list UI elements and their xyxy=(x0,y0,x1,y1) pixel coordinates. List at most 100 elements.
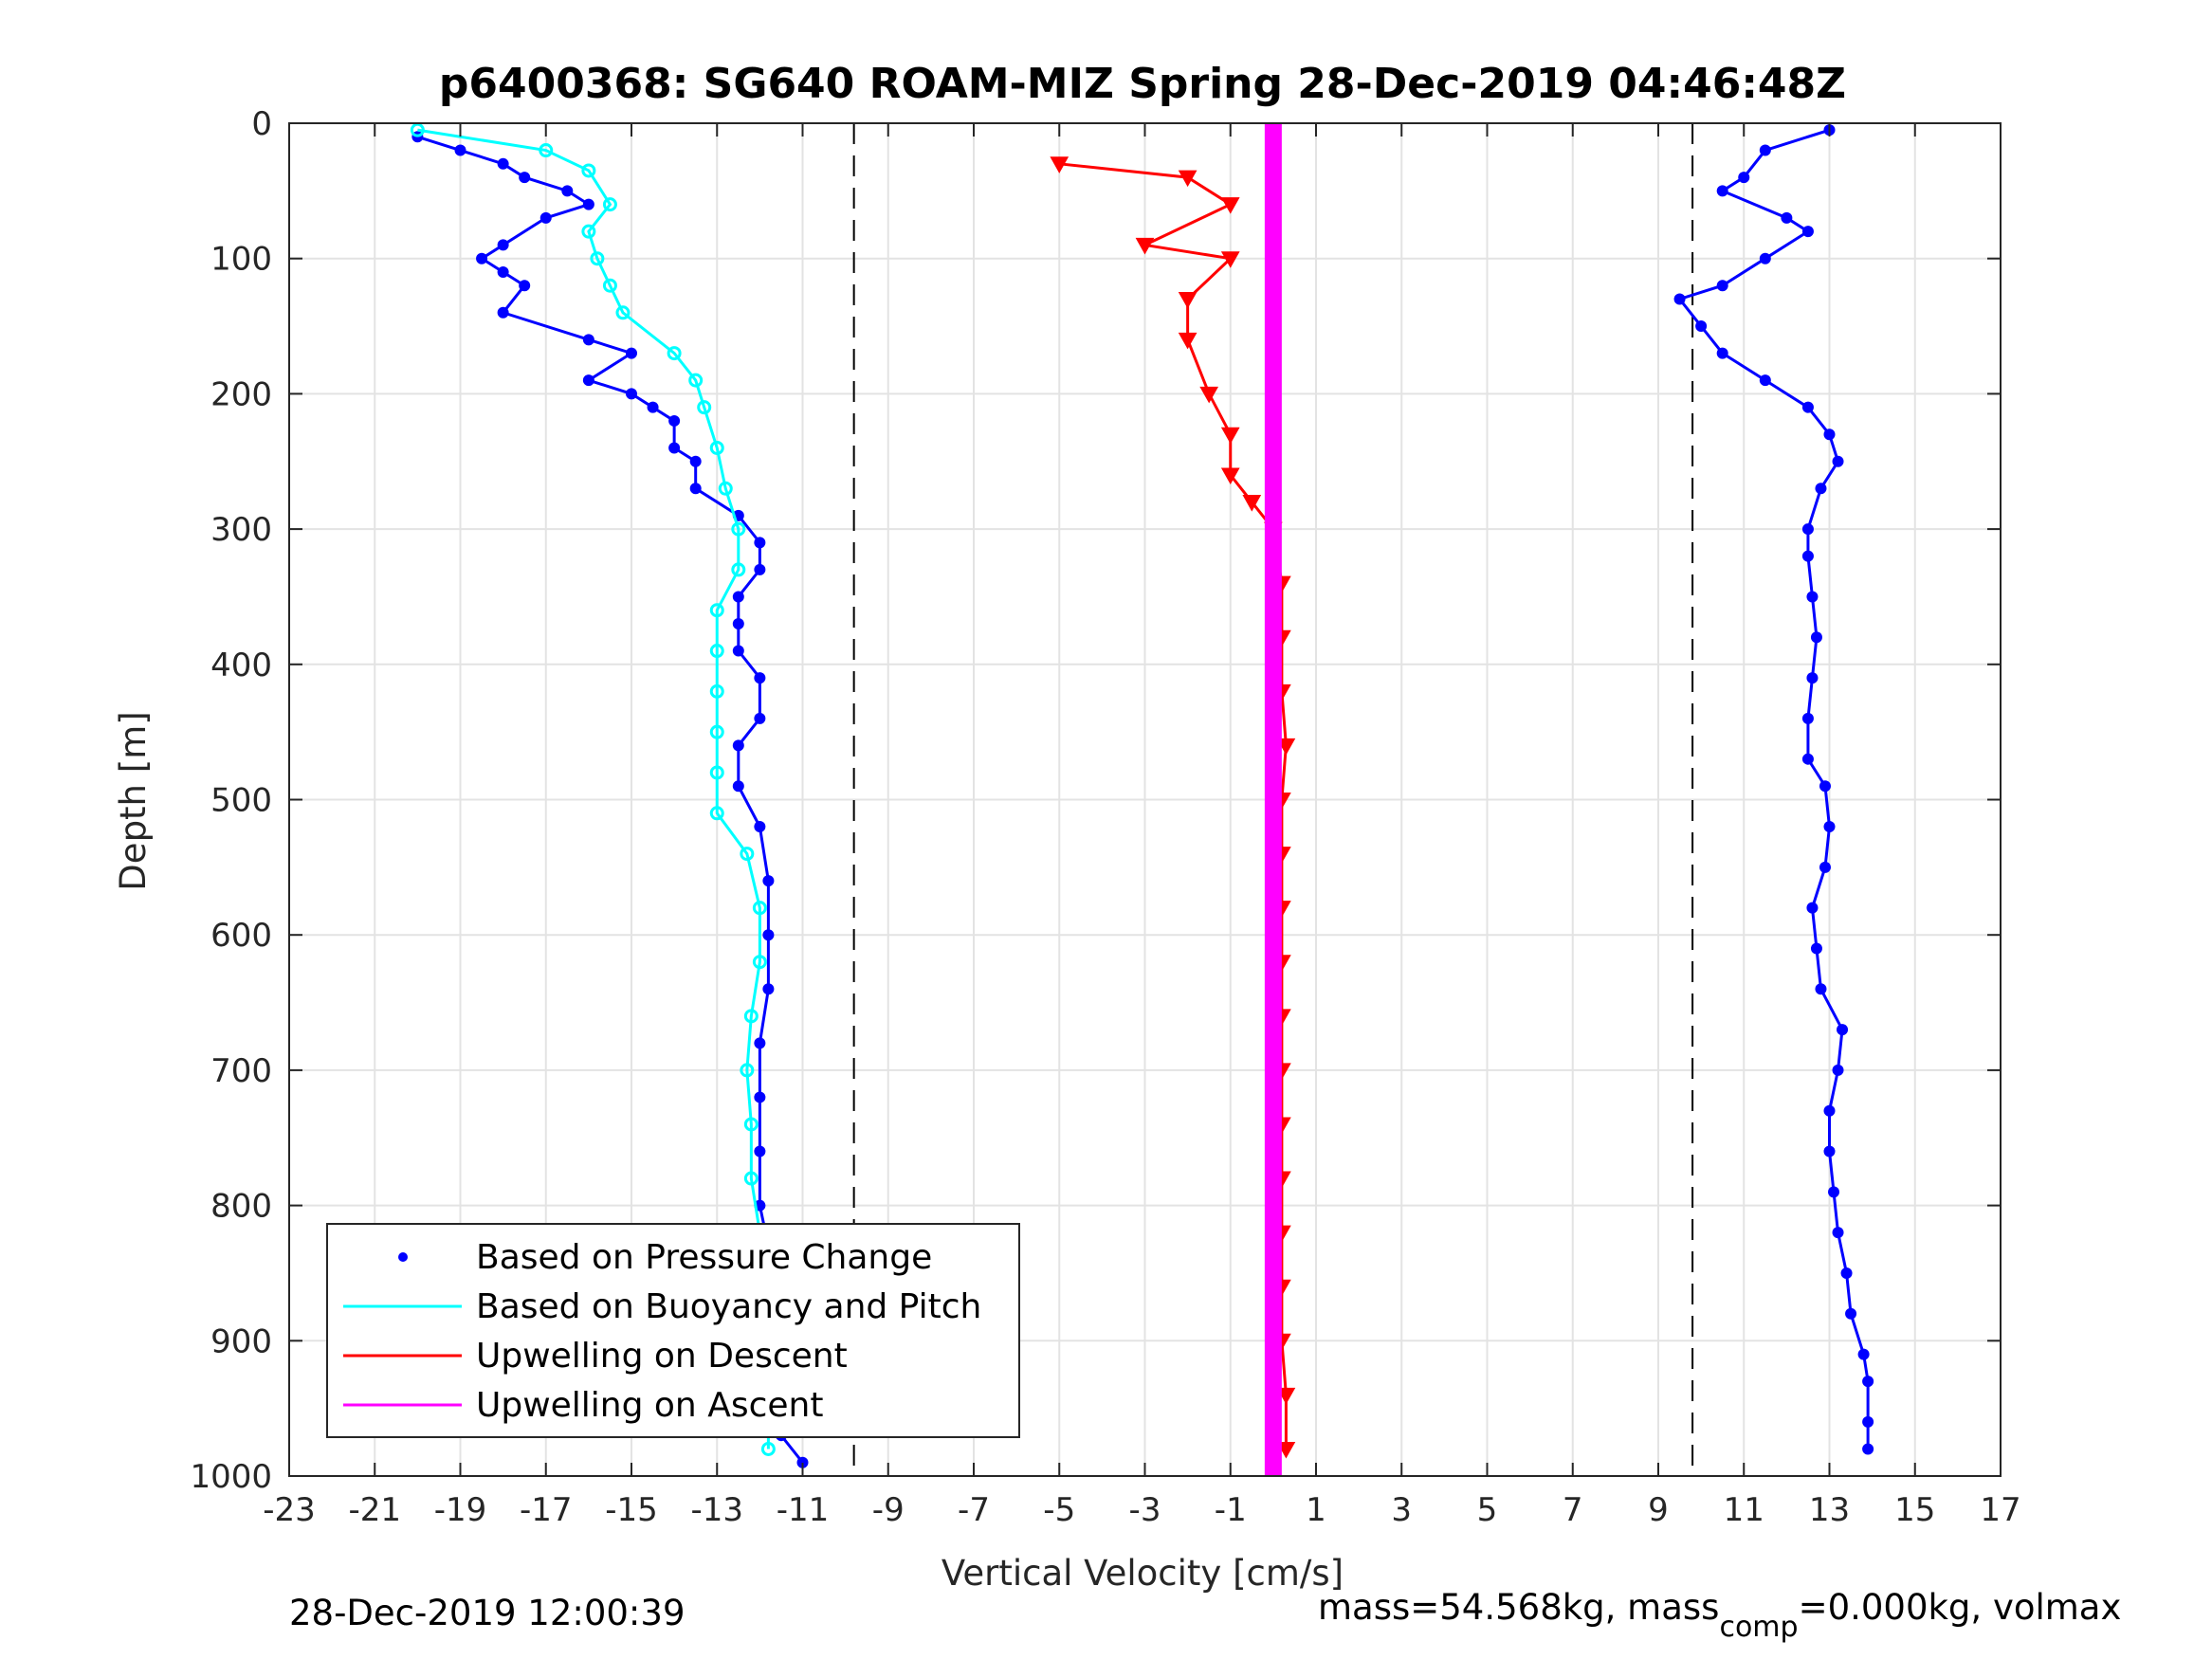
y-tick-label: 800 xyxy=(210,1188,272,1226)
x-tick-label: 15 xyxy=(1894,1491,1935,1529)
series-point xyxy=(668,442,681,454)
legend: Based on Pressure Change Based on Buoyanc… xyxy=(326,1223,1020,1438)
series-point xyxy=(709,644,724,659)
x-tick-label: 3 xyxy=(1391,1491,1412,1529)
series-point xyxy=(740,1063,755,1078)
series-point xyxy=(754,1091,766,1103)
series-point xyxy=(1759,252,1771,264)
y-tick-label: 400 xyxy=(210,647,272,684)
series-point xyxy=(1810,631,1822,644)
series-point xyxy=(796,1456,809,1468)
series-point xyxy=(1220,427,1240,445)
series-point xyxy=(1837,1024,1849,1036)
series-point xyxy=(539,143,554,158)
series-point xyxy=(1050,156,1069,173)
series-point xyxy=(732,645,744,657)
x-tick-label: 17 xyxy=(1980,1491,2020,1529)
series-point xyxy=(1801,712,1814,724)
series-point xyxy=(667,346,682,361)
series-point xyxy=(754,672,766,684)
series-point xyxy=(709,684,724,699)
series-point xyxy=(1801,550,1814,562)
x-tick-label: -9 xyxy=(872,1491,905,1529)
series-point xyxy=(1815,483,1827,495)
x-tick-label: -21 xyxy=(348,1491,401,1529)
series-point xyxy=(762,929,775,941)
series-point xyxy=(762,983,775,995)
y-tick-label: 1000 xyxy=(190,1458,272,1496)
legend-label: Based on Buoyancy and Pitch xyxy=(476,1287,981,1326)
x-tick-label: 13 xyxy=(1809,1491,1850,1529)
series-point xyxy=(1801,401,1814,413)
x-tick-labels: -23 -21 -19 -17 -15 -13 -11 -9 -7 -5 -3 -1 1 3 5 7 9 11 13… xyxy=(263,1491,2020,1529)
x-tick-label: -5 xyxy=(1043,1491,1075,1529)
x-tick-label: -15 xyxy=(605,1491,658,1529)
series-point xyxy=(689,455,702,467)
legend-item: Based on Buoyancy and Pitch xyxy=(343,1287,981,1326)
legend-marker xyxy=(398,1252,408,1262)
series-point xyxy=(1801,523,1814,536)
series-point xyxy=(476,252,488,264)
series-point xyxy=(754,821,766,833)
series-point xyxy=(497,239,509,251)
x-tick-label: 9 xyxy=(1648,1491,1669,1529)
series-point xyxy=(519,280,531,292)
series-point xyxy=(626,388,637,400)
series-point xyxy=(760,1441,776,1456)
x-axis-label: Vertical Velocity [cm/s] xyxy=(941,1553,1344,1594)
legend-box xyxy=(326,1223,1020,1438)
x-tick-label: -23 xyxy=(263,1491,316,1529)
series-point xyxy=(615,305,631,320)
series-point xyxy=(731,521,746,537)
legend-item: Upwelling on Ascent xyxy=(343,1386,823,1425)
series-point xyxy=(740,847,755,862)
series-point xyxy=(1738,172,1750,184)
series-point xyxy=(602,197,617,212)
series-point xyxy=(1178,170,1197,188)
series-point xyxy=(1220,197,1240,214)
series-point xyxy=(1276,1441,1296,1459)
series-point xyxy=(743,1171,759,1186)
series-point xyxy=(754,712,766,724)
series-point xyxy=(1840,1267,1853,1279)
x-tick-label: -11 xyxy=(777,1491,830,1529)
legend-label: Upwelling on Descent xyxy=(476,1337,848,1376)
series-point xyxy=(497,157,509,170)
series-point xyxy=(1220,251,1240,268)
series-point xyxy=(1806,672,1819,684)
series-point xyxy=(743,1117,759,1132)
series-point xyxy=(732,780,744,793)
series-point xyxy=(1276,738,1296,756)
series-point xyxy=(709,724,724,739)
series-point xyxy=(581,163,596,178)
series-point xyxy=(1759,144,1771,156)
mass-text-rest: =0.000kg, volmax xyxy=(1799,1587,2122,1628)
y-tick-labels: 0 100 200 300 400 500 600 700 800 900 1000 xyxy=(190,105,272,1496)
series-point xyxy=(1823,428,1836,441)
legend-item: Upwelling on Descent xyxy=(343,1337,848,1376)
series-point xyxy=(1716,280,1728,292)
series-point xyxy=(1806,902,1819,914)
series-point xyxy=(709,440,724,455)
series-point xyxy=(1220,467,1240,485)
series-point xyxy=(754,1037,766,1049)
x-tick-label: -1 xyxy=(1215,1491,1247,1529)
series-point xyxy=(697,400,712,415)
series-point xyxy=(732,591,744,603)
data-series xyxy=(410,122,1874,1476)
series-point xyxy=(1199,386,1219,404)
series-point xyxy=(1695,320,1708,333)
series-point xyxy=(410,122,425,137)
series-point xyxy=(689,483,702,495)
x-tick-label: 7 xyxy=(1563,1491,1583,1529)
footer-datetime: 28-Dec-2019 12:00:39 xyxy=(289,1593,685,1633)
series-point xyxy=(754,563,766,575)
series-point xyxy=(561,185,574,197)
series-point xyxy=(1135,237,1155,255)
series-point xyxy=(1242,495,1262,512)
series-point xyxy=(1862,1443,1874,1455)
series-point xyxy=(1716,347,1728,359)
series-point xyxy=(709,806,724,821)
series-point xyxy=(1801,226,1814,238)
